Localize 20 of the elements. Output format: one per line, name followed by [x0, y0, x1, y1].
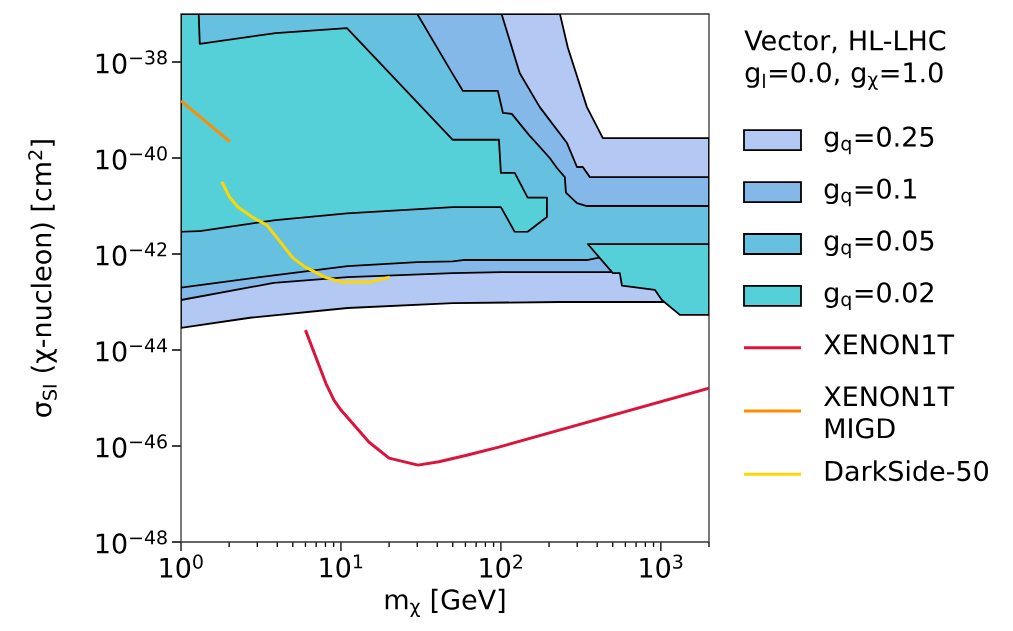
y-tick-label: 10$^{−42}$ — [96, 242, 167, 266]
legend-title: Vector, HL-LHC g$_{l}$=0.0, g$_{χ}$=1.0 — [744, 30, 946, 90]
x-tick-label: 10$^{2}$ — [480, 554, 522, 578]
y-tick-label: 10$^{−44}$ — [96, 338, 167, 362]
y-tick-label: 10$^{−38}$ — [96, 50, 167, 74]
y-tick-label: 10$^{−46}$ — [96, 434, 167, 458]
legend-label: g$_{q}$=0.25 — [824, 126, 934, 155]
legend-label: g$_{q}$=0.1 — [824, 178, 916, 207]
x-tick-label: 10$^{0}$ — [160, 554, 203, 578]
y-tick-label: 10$^{−48}$ — [96, 530, 167, 554]
x-axis-title: m$_{χ}$ [GeV] — [385, 588, 505, 618]
y-axis-title: σ$_{SI}$ (χ-nucleon) [cm$^{2}$] — [28, 140, 57, 417]
legend-label: XENON1T MIGD — [824, 386, 955, 439]
legend-label: g$_{q}$=0.05 — [824, 230, 934, 259]
x-tick-label: 10$^{3}$ — [640, 554, 683, 578]
legend-label: g$_{q}$=0.02 — [824, 282, 933, 310]
y-tick-label: 10$^{−40}$ — [96, 146, 167, 170]
legend-label: DarkSide-50 — [825, 460, 988, 482]
x-tick-label: 10$^{1}$ — [320, 554, 363, 578]
legend-label: XENON1T — [824, 334, 955, 355]
